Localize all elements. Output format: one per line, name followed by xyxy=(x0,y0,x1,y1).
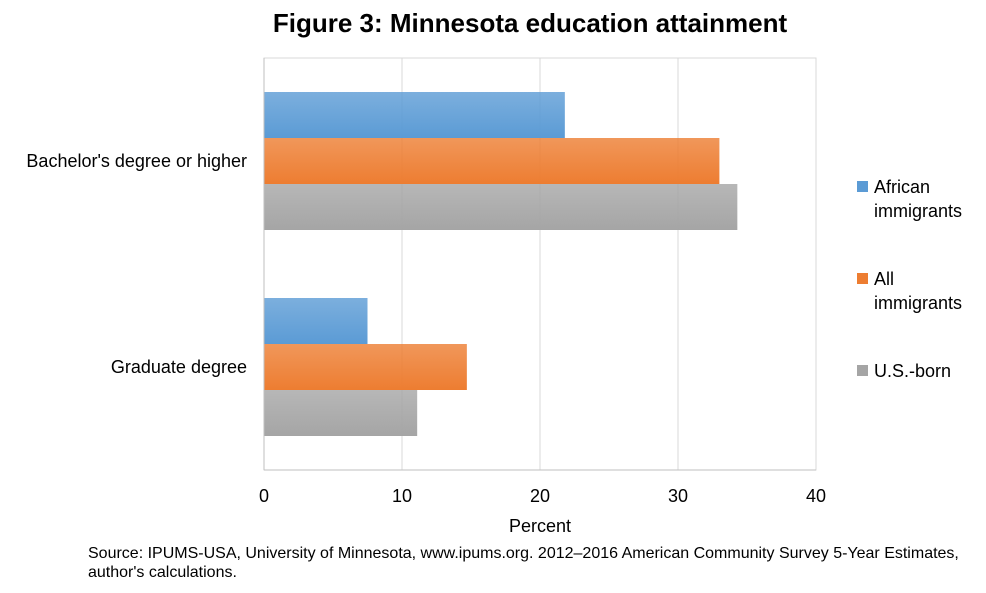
bar xyxy=(264,138,720,184)
legend-label: U.S.-born xyxy=(874,361,951,381)
x-tick-label: 30 xyxy=(668,486,688,506)
legend-label: All xyxy=(874,269,894,289)
legend: African immigrants All immigrants U.S.-born xyxy=(857,177,962,381)
x-tick-label: 0 xyxy=(259,486,269,506)
x-tick-label: 10 xyxy=(392,486,412,506)
bar xyxy=(264,390,418,436)
legend-label: immigrants xyxy=(874,293,962,313)
legend-label: immigrants xyxy=(874,201,962,221)
legend-swatch xyxy=(857,365,868,376)
legend-swatch xyxy=(857,273,868,284)
source-note: Source: IPUMS-USA, University of Minneso… xyxy=(88,545,959,581)
bar xyxy=(264,184,738,230)
legend-swatch xyxy=(857,181,868,192)
category-label: Bachelor's degree or higher xyxy=(26,151,247,171)
bar xyxy=(264,344,467,390)
x-axis-label: Percent xyxy=(509,516,571,536)
axes: 0 10 20 30 40 Percent Bachelor's degree or hig… xyxy=(26,58,826,536)
bar xyxy=(264,92,565,138)
x-tick-label: 20 xyxy=(530,486,550,506)
category-label: Graduate degree xyxy=(111,357,247,377)
legend-label: African xyxy=(874,177,930,197)
bars xyxy=(264,92,738,436)
bar xyxy=(264,298,368,344)
chart-title: Figure 3: Minnesota education attainment xyxy=(272,8,788,38)
x-tick-label: 40 xyxy=(806,486,826,506)
